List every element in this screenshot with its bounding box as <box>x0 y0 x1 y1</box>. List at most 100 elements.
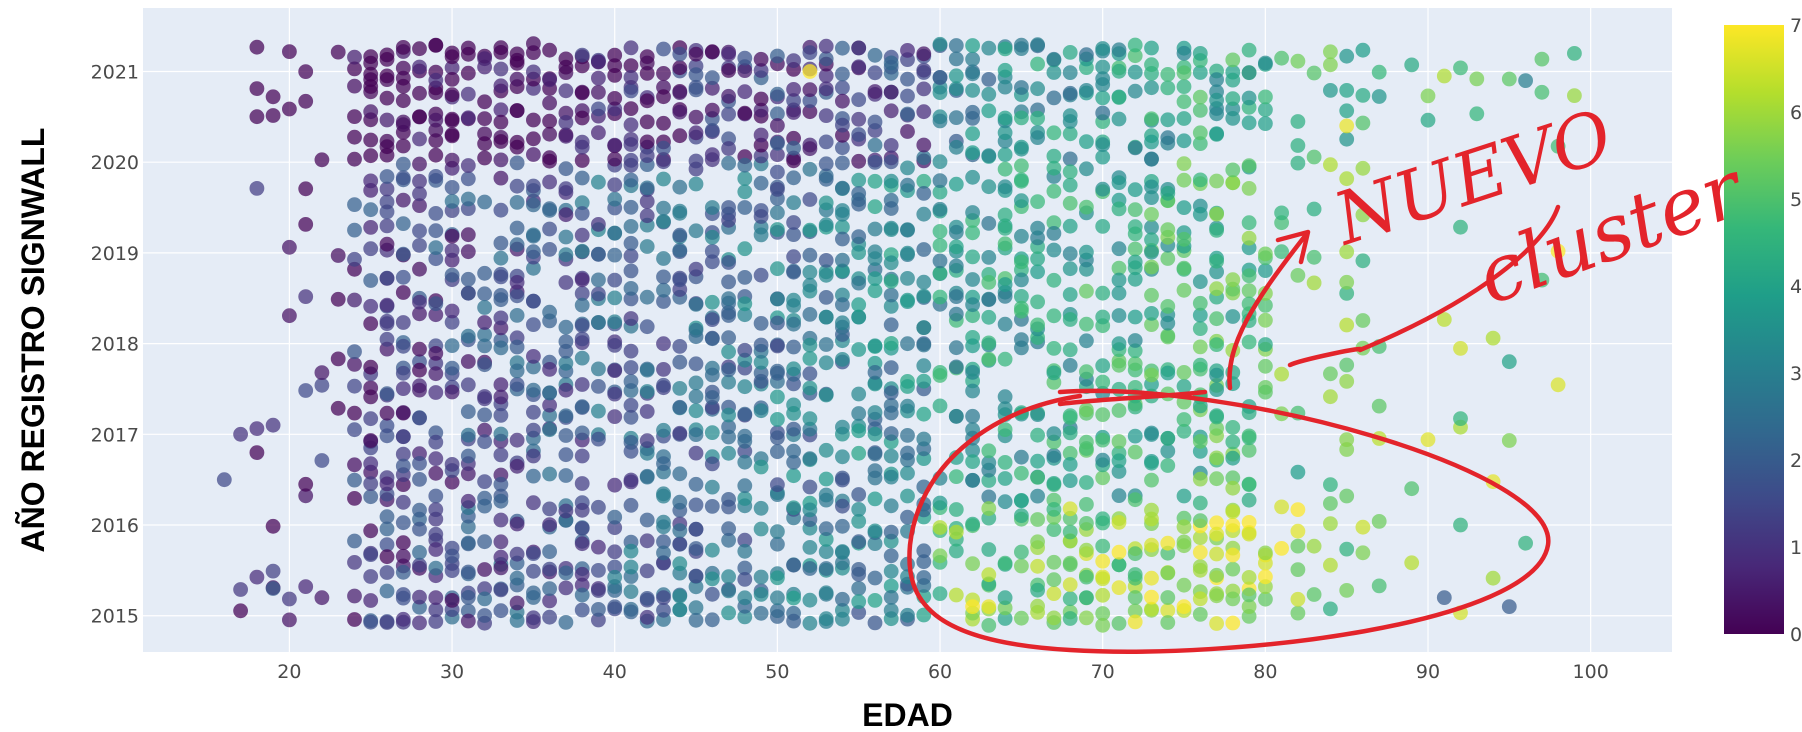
data-point <box>1111 241 1127 257</box>
data-point <box>1274 244 1289 260</box>
data-point <box>542 422 557 438</box>
data-point <box>1258 569 1273 585</box>
data-point <box>395 365 411 381</box>
data-point <box>1095 511 1111 527</box>
data-point <box>574 476 590 491</box>
data-point <box>900 106 915 122</box>
data-point <box>1550 377 1566 393</box>
data-point <box>1030 427 1045 443</box>
data-point <box>1144 425 1159 441</box>
data-point <box>233 603 249 619</box>
data-point <box>965 205 980 220</box>
data-point <box>412 109 427 124</box>
data-point <box>965 516 980 532</box>
data-point <box>298 217 314 232</box>
data-point <box>851 406 867 421</box>
data-point <box>1014 332 1029 347</box>
data-point <box>1371 578 1387 594</box>
data-point <box>753 127 769 143</box>
data-point <box>379 537 395 552</box>
data-point <box>395 285 411 300</box>
data-point <box>347 612 362 627</box>
data-point <box>330 291 346 307</box>
data-point <box>835 93 850 109</box>
data-point <box>737 560 753 576</box>
data-point <box>623 83 639 99</box>
data-point <box>1290 538 1306 554</box>
data-point <box>1160 251 1176 266</box>
data-point <box>818 471 834 487</box>
data-point <box>1079 134 1094 150</box>
data-point <box>591 125 606 141</box>
data-point <box>965 145 980 161</box>
data-point <box>802 561 818 576</box>
data-point <box>526 359 541 375</box>
data-point <box>672 242 688 258</box>
data-point <box>1127 271 1143 287</box>
data-point <box>770 291 785 307</box>
data-point <box>672 128 688 144</box>
data-point <box>1241 65 1257 80</box>
data-point <box>607 247 623 263</box>
data-point <box>1436 68 1452 84</box>
data-point <box>672 556 688 572</box>
data-point <box>1111 434 1127 449</box>
data-point <box>1014 610 1029 626</box>
data-point <box>1241 587 1257 603</box>
data-point <box>835 252 850 268</box>
data-point <box>672 588 688 604</box>
data-point <box>851 229 867 245</box>
data-point <box>1030 598 1045 614</box>
data-point <box>932 586 948 601</box>
data-point <box>1241 515 1257 530</box>
data-point <box>965 272 980 287</box>
data-point <box>1209 337 1224 352</box>
data-point <box>770 164 785 180</box>
data-point <box>1030 37 1045 53</box>
data-point <box>1127 48 1143 64</box>
data-point <box>916 406 932 422</box>
data-point <box>1176 378 1192 394</box>
data-point <box>412 156 427 172</box>
data-point <box>363 411 379 427</box>
data-point <box>721 429 736 445</box>
data-point <box>1176 200 1192 216</box>
y-tick-label: 2021 <box>91 61 139 83</box>
data-point <box>770 444 785 460</box>
data-point <box>558 83 574 99</box>
data-point <box>1290 523 1306 539</box>
data-point <box>704 479 720 495</box>
data-point <box>770 477 785 493</box>
data-point <box>932 520 948 535</box>
data-point <box>526 563 541 579</box>
data-point <box>1111 336 1127 351</box>
data-point <box>493 78 509 94</box>
data-point <box>867 463 883 478</box>
data-point <box>997 161 1013 177</box>
data-point <box>1144 537 1159 553</box>
data-point <box>526 610 541 626</box>
data-point <box>1046 341 1062 356</box>
data-point <box>900 124 915 139</box>
data-point <box>900 222 915 238</box>
data-point <box>916 320 932 335</box>
data-point <box>493 114 509 130</box>
data-point <box>428 590 444 605</box>
data-point <box>379 418 395 434</box>
data-point <box>916 173 932 189</box>
data-point <box>412 521 427 537</box>
data-point <box>607 363 623 378</box>
data-point <box>1225 175 1241 191</box>
data-point <box>672 339 688 354</box>
data-point <box>1127 202 1143 218</box>
data-point <box>509 458 525 474</box>
data-point <box>1192 357 1208 373</box>
data-point <box>883 469 899 485</box>
data-point <box>965 338 980 354</box>
data-point <box>1127 343 1143 359</box>
data-point <box>981 216 997 231</box>
data-point <box>607 386 623 402</box>
data-point <box>1127 219 1143 235</box>
data-point <box>623 58 639 73</box>
data-point <box>704 122 720 138</box>
